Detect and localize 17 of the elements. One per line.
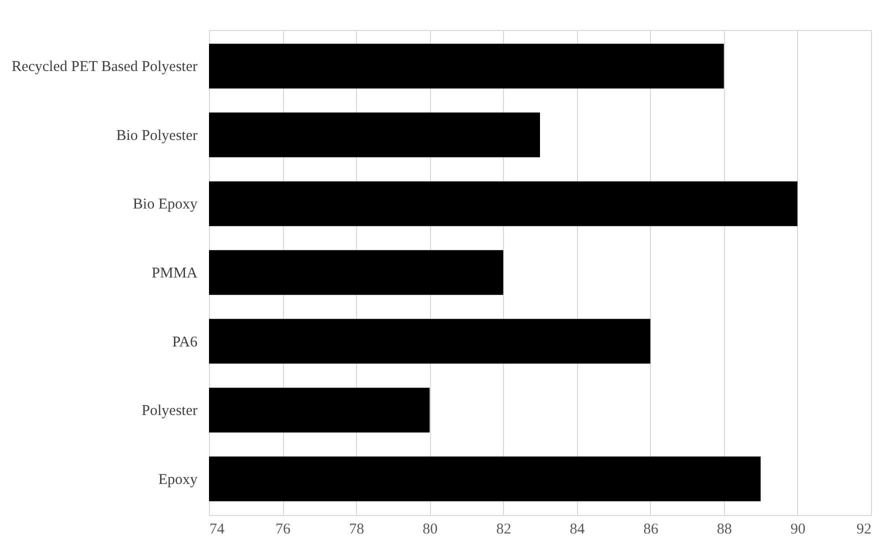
x-tick-label: 84 — [570, 522, 586, 538]
x-tick-label: 78 — [349, 522, 364, 538]
y-tick-label: Recycled PET Based Polyester — [12, 59, 198, 76]
x-tick-label: 80 — [422, 522, 438, 538]
y-tick-label: PMMA — [152, 266, 198, 282]
x-tick-label: 76 — [276, 522, 292, 538]
y-tick-label: PA6 — [172, 334, 198, 350]
x-tick-label: 82 — [496, 522, 512, 538]
x-tick-label: 90 — [790, 522, 806, 538]
x-tick-label: 74 — [210, 522, 225, 538]
x-tick-label: 86 — [643, 522, 659, 538]
y-tick-label: Bio Polyester — [116, 128, 198, 144]
x-tick-label: 92 — [856, 522, 872, 538]
y-tick-label: Epoxy — [158, 472, 198, 488]
y-tick-label: Polyester — [142, 403, 198, 420]
y-tick-label: Bio Epoxy — [132, 196, 198, 213]
x-tick-label: 88 — [716, 522, 732, 538]
